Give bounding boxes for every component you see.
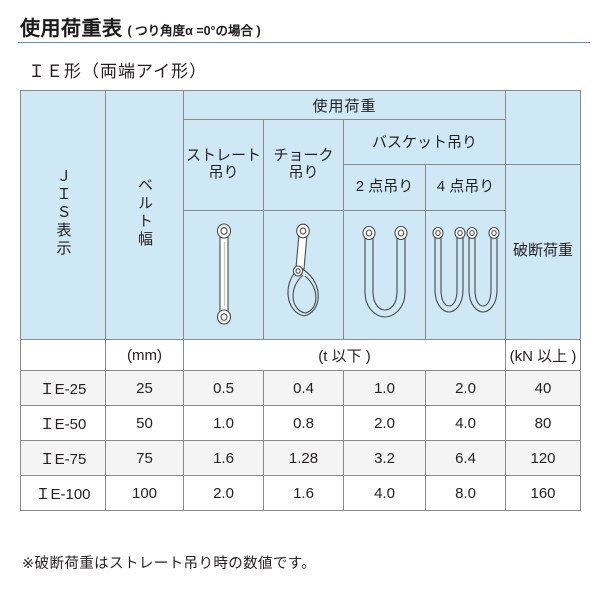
page-title-row: 使用荷重表 ( つり角度α =0°の場合 ) bbox=[20, 12, 261, 41]
cell-jis: ＩE-100 bbox=[20, 475, 106, 511]
page-subtitle: ( つり角度α =0°の場合 ) bbox=[127, 24, 261, 38]
working-load-table: ＪＩＳ表示 ベルト幅 使用荷重 ストレート 吊り チョーク 吊り バスケット吊り bbox=[20, 90, 582, 511]
col-header-breaking-load-spacer bbox=[505, 90, 582, 165]
unit-cell-belt-width: (mm) bbox=[105, 339, 184, 371]
cell-choke: 1.28 bbox=[263, 440, 344, 476]
col-header-basket-4point: 4 点吊り bbox=[424, 163, 507, 211]
col-header-choke: チョーク 吊り bbox=[263, 119, 344, 211]
cell-choke: 0.8 bbox=[263, 405, 344, 441]
diagram-cell-choke bbox=[263, 210, 344, 340]
cell-basket-2point: 1.0 bbox=[343, 370, 426, 406]
col-header-straight: ストレート 吊り bbox=[183, 119, 264, 211]
col-header-jis: ＪＩＳ表示 bbox=[20, 90, 106, 340]
unit-cell-breaking-load: (kN 以上 ) bbox=[505, 339, 582, 371]
table-header-row-2: ストレート 吊り チョーク 吊り バスケット吊り bbox=[21, 119, 581, 211]
cell-straight: 2.0 bbox=[183, 475, 264, 511]
cell-breaking-load: 160 bbox=[505, 475, 582, 511]
cell-belt-width: 100 bbox=[105, 475, 184, 511]
choke-sling-icon bbox=[264, 212, 343, 338]
unit-cell-jis bbox=[20, 339, 106, 371]
cell-breaking-load: 120 bbox=[505, 440, 582, 476]
cell-jis: ＩE-50 bbox=[20, 405, 106, 441]
diagram-cell-basket-4point bbox=[424, 210, 507, 340]
cell-straight: 1.0 bbox=[183, 405, 264, 441]
col-group-working-load: 使用荷重 bbox=[182, 90, 507, 120]
table-row: ＩE-50 50 1.0 0.8 2.0 4.0 80 bbox=[20, 405, 582, 441]
col-group-basket: バスケット吊り bbox=[342, 119, 507, 165]
cell-basket-2point: 3.2 bbox=[343, 440, 426, 476]
cell-basket-4point: 8.0 bbox=[424, 475, 507, 511]
col-header-basket-2point: 2 点吊り bbox=[343, 163, 426, 211]
cell-belt-width: 50 bbox=[105, 405, 184, 441]
col-header-belt-width-label: ベルト幅 bbox=[136, 177, 153, 249]
cell-belt-width: 25 bbox=[105, 370, 184, 406]
basket-4point-sling-icon bbox=[426, 212, 505, 338]
table-header-row-1: ＪＩＳ表示 ベルト幅 使用荷重 bbox=[20, 90, 582, 340]
diagram-cell-straight bbox=[183, 210, 264, 340]
cell-basket-4point: 6.4 bbox=[424, 440, 507, 476]
col-header-breaking-load: 破断荷重 bbox=[505, 163, 582, 340]
cell-basket-2point: 4.0 bbox=[343, 475, 426, 511]
cell-jis: ＩE-25 bbox=[20, 370, 106, 406]
table-row: ＩE-100 100 2.0 1.6 4.0 8.0 160 bbox=[20, 475, 582, 511]
table-units-row: (mm) (t 以下 ) (kN 以上 ) bbox=[20, 339, 582, 371]
cell-breaking-load: 80 bbox=[505, 405, 582, 441]
col-header-choke-line1: チョーク bbox=[273, 147, 334, 165]
col-header-choke-line2: 吊り bbox=[288, 164, 319, 181]
straight-sling-icon bbox=[184, 212, 263, 338]
cell-jis: ＩE-75 bbox=[20, 440, 106, 476]
table-row: ＩE-25 25 0.5 0.4 1.0 2.0 40 bbox=[20, 370, 582, 406]
table-diagram-row bbox=[21, 210, 581, 340]
cell-choke: 0.4 bbox=[263, 370, 344, 406]
diagram-cell-basket-2point bbox=[343, 210, 426, 340]
section-heading: ＩＥ形（両端アイ形） bbox=[28, 62, 208, 81]
col-header-straight-line2: 吊り bbox=[208, 164, 239, 181]
cell-belt-width: 75 bbox=[105, 440, 184, 476]
cell-straight: 0.5 bbox=[183, 370, 264, 406]
title-divider bbox=[18, 42, 590, 43]
cell-breaking-load: 40 bbox=[505, 370, 582, 406]
basket-2point-sling-icon bbox=[344, 212, 425, 338]
col-header-straight-line1: ストレート bbox=[185, 147, 261, 165]
cell-straight: 1.6 bbox=[183, 440, 264, 476]
page-title: 使用荷重表 bbox=[20, 18, 123, 40]
cell-basket-4point: 4.0 bbox=[424, 405, 507, 441]
table-header-row-3: 2 点吊り 4 点吊り 破断荷重 bbox=[21, 163, 582, 340]
cell-basket-2point: 2.0 bbox=[343, 405, 426, 441]
unit-cell-working-load: (t 以下 ) bbox=[182, 339, 507, 371]
footnote: ※破断荷重はストレート吊り時の数値です。 bbox=[22, 556, 317, 572]
table-row: ＩE-75 75 1.6 1.28 3.2 6.4 120 bbox=[20, 440, 582, 476]
cell-choke: 1.6 bbox=[263, 475, 344, 511]
col-header-belt-width: ベルト幅 bbox=[105, 90, 184, 340]
col-header-jis-label: ＪＩＳ表示 bbox=[54, 168, 72, 258]
cell-basket-4point: 2.0 bbox=[424, 370, 507, 406]
